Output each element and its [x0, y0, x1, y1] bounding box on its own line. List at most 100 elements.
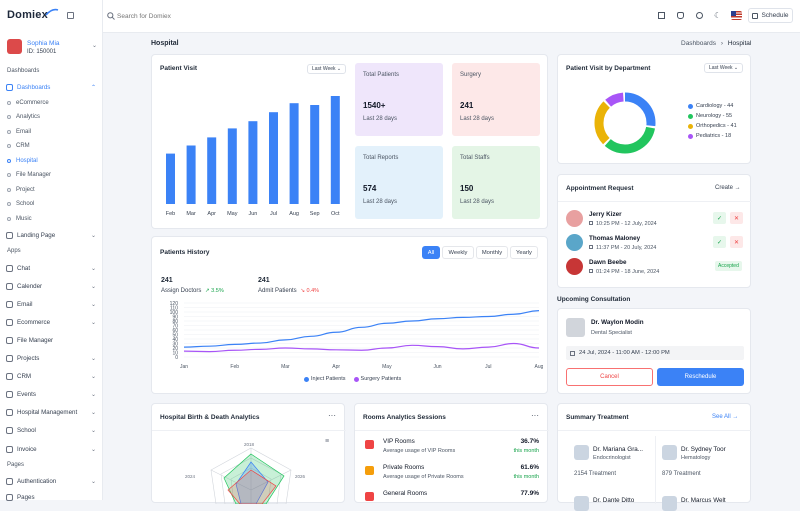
- create-link[interactable]: Create →: [715, 185, 741, 191]
- doctor-avatar: [574, 445, 589, 460]
- consultation-card: Dr. Waylon Modin Dental Specialist 24 Ju…: [557, 308, 751, 394]
- sidebar-item-label: Authentication: [17, 477, 57, 485]
- calendar-icon: [589, 221, 593, 225]
- legend-label: Pediatrics - 18: [696, 133, 732, 139]
- legend-label: Orthopedics - 41: [696, 123, 737, 129]
- reject-x-icon[interactable]: ✕: [730, 236, 743, 248]
- sidebar-sub-file-manager[interactable]: File Manager: [7, 170, 51, 181]
- trophy-icon[interactable]: [677, 12, 684, 19]
- kpi-label: Admit Patients: [258, 288, 297, 294]
- sidebar: Domiex Sophia Mia ID: 150001 ⌄ Dashboard…: [0, 0, 103, 503]
- x-tick-label: Apr: [332, 364, 340, 370]
- breadcrumb-parent[interactable]: Dashboards: [681, 40, 717, 47]
- stat-value: 1540+: [363, 101, 386, 110]
- doctor-role: Hematology: [681, 455, 711, 461]
- y-tick-label: 30: [172, 342, 178, 348]
- tab-yearly[interactable]: Yearly: [510, 246, 538, 259]
- room-sub: Average usage of VIP Rooms: [383, 448, 456, 454]
- bullet-icon: [7, 187, 11, 192]
- filter-dropdown[interactable]: Last Week ⌄: [307, 64, 347, 74]
- sidebar-item-dashboards[interactable]: Dashboards ⌃: [6, 81, 98, 93]
- reject-x-icon[interactable]: ✕: [730, 212, 743, 224]
- sidebar-sub-email[interactable]: Email: [7, 126, 31, 137]
- page-title: Hospital: [151, 40, 179, 47]
- sidebar-item-app-9[interactable]: School ⌄: [6, 425, 98, 437]
- bar-oct: [330, 96, 340, 204]
- sidebar-sub-hospital[interactable]: Hospital: [7, 155, 38, 166]
- appointment-name: Dawn Beebe: [589, 259, 627, 266]
- cancel-button[interactable]: Cancel: [566, 368, 653, 386]
- stat-card-3[interactable]: Total Staffs 150 Last 28 days: [452, 146, 540, 219]
- filter-dropdown[interactable]: Last Week ⌄: [704, 63, 744, 73]
- sidebar-item-app-1[interactable]: Calender ⌄: [6, 280, 98, 292]
- collapse-sidebar-icon[interactable]: [67, 12, 74, 19]
- sidebar-item-authentication[interactable]: Authentication ⌄: [6, 475, 98, 487]
- sidebar-item-app-0[interactable]: Chat ⌄: [6, 262, 98, 274]
- sidebar-item-app-6[interactable]: CRM ⌄: [6, 371, 98, 383]
- sidebar-item-app-8[interactable]: Hospital Management ⌄: [6, 407, 98, 419]
- flag-us-icon[interactable]: [731, 11, 742, 20]
- tab-all[interactable]: All: [422, 246, 440, 259]
- sidebar-sub-analytics[interactable]: Analytics: [7, 112, 40, 123]
- tab-monthly[interactable]: Monthly: [476, 246, 508, 259]
- doctor-avatar: [662, 445, 677, 460]
- sidebar-item-app-5[interactable]: Projects ⌄: [6, 353, 98, 365]
- radar-label-left: 2024: [185, 474, 196, 479]
- sidebar-item-app-10[interactable]: Invoice ⌄: [6, 443, 98, 455]
- menu-icon[interactable]: ≡: [325, 438, 330, 445]
- sidebar-sub-ecommerce[interactable]: eCommerce: [7, 97, 49, 108]
- sidebar-sub-music[interactable]: Music: [7, 213, 32, 224]
- appointment-name: Jerry Kizer: [589, 211, 622, 218]
- bar-jul: [269, 112, 278, 204]
- breadcrumb-current: Hospital: [727, 40, 752, 47]
- stat-card-2[interactable]: Total Reports 574 Last 28 days: [355, 146, 443, 219]
- pages-icon: [6, 493, 13, 501]
- room-period: this month: [513, 474, 539, 480]
- legend-label: Cardiology - 44: [696, 103, 734, 109]
- stat-card-0[interactable]: Total Patients 1540+ Last 28 days: [355, 63, 443, 136]
- accept-check-icon[interactable]: ✓: [713, 236, 726, 248]
- kpi-label: Assign Doctors: [161, 288, 202, 294]
- bar-mar: [186, 145, 196, 204]
- app-icon: [6, 409, 13, 417]
- y-tick-label: 70: [172, 324, 178, 330]
- legend-dot: [688, 133, 693, 139]
- sidebar-item-landing[interactable]: Landing Page ⌄: [6, 229, 98, 241]
- moon-icon[interactable]: ☾: [714, 11, 722, 20]
- bar-tick-label: Jul: [270, 211, 277, 217]
- sidebar-item-app-4[interactable]: File Manager: [6, 334, 98, 346]
- user-profile[interactable]: Sophia Mia ID: 150001 ⌄: [7, 39, 99, 59]
- sidebar-item-pages[interactable]: Pages: [6, 491, 98, 503]
- stat-period: Last 28 days: [363, 116, 398, 122]
- sidebar-sub-crm[interactable]: CRM: [7, 141, 30, 152]
- grid-icon[interactable]: [658, 12, 665, 19]
- card-title: Rooms Analytics Sessions: [363, 414, 446, 421]
- sidebar-item-app-3[interactable]: Ecommerce ⌄: [6, 316, 98, 328]
- sidebar-item-app-7[interactable]: Events ⌄: [6, 389, 98, 401]
- consultation-time: 24 Jul, 2024 - 11:00 AM - 12:00 PM: [566, 346, 744, 360]
- logo[interactable]: Domiex: [7, 8, 59, 21]
- sidebar-item-label: Hospital Management: [17, 409, 78, 417]
- accept-check-icon[interactable]: ✓: [713, 212, 726, 224]
- sidebar-sub-school[interactable]: School: [7, 199, 34, 210]
- gear-icon[interactable]: [696, 12, 703, 19]
- card-title: Patients History: [160, 249, 210, 256]
- more-icon[interactable]: ···: [328, 411, 336, 420]
- legend-surgery: Surgery Patients: [353, 376, 401, 382]
- tab-weekly[interactable]: Weekly: [442, 246, 474, 259]
- lock-icon: [6, 477, 13, 485]
- chevron-down-icon: ⌄: [90, 283, 96, 290]
- bar-tick-label: Jun: [248, 211, 257, 217]
- see-all-link[interactable]: See All →: [712, 414, 739, 420]
- sidebar-item-app-2[interactable]: Email ⌄: [6, 298, 98, 310]
- room-pct: 61.6%: [520, 464, 539, 471]
- bar-tick-label: Sep: [310, 211, 320, 217]
- rooms-card: Rooms Analytics Sessions ··· VIP Rooms Av…: [354, 403, 549, 503]
- more-icon[interactable]: ···: [531, 411, 539, 420]
- search-input[interactable]: [117, 10, 267, 22]
- schedule-button[interactable]: Schedule: [748, 8, 793, 23]
- room-name: General Rooms: [383, 490, 428, 497]
- stat-card-1[interactable]: Surgery 241 Last 28 days: [452, 63, 540, 136]
- reschedule-button[interactable]: Reschedule: [657, 368, 744, 386]
- sidebar-sub-project[interactable]: Project: [7, 184, 35, 195]
